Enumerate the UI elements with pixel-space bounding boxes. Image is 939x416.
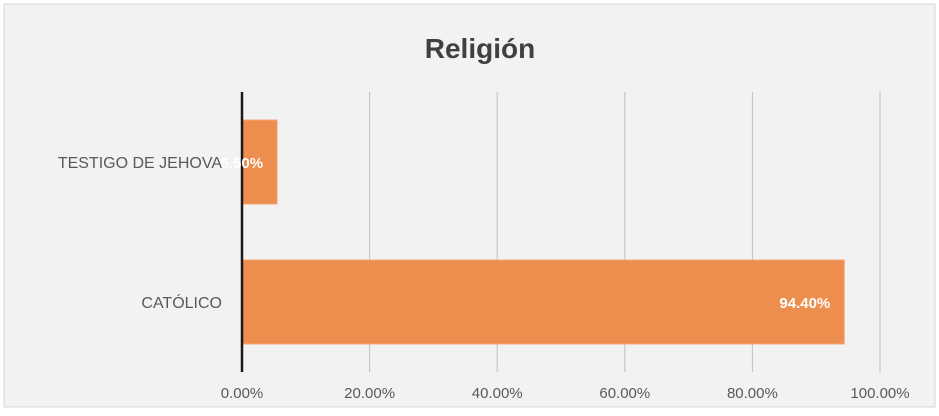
x-tick-label: 80.00%	[727, 385, 778, 402]
chart-title: Religión	[425, 33, 535, 64]
x-tick-label: 60.00%	[599, 385, 650, 402]
bar	[242, 260, 844, 344]
category-label: CATÓLICO	[141, 293, 222, 312]
data-label: 94.40%	[779, 295, 830, 312]
chart-background	[4, 4, 935, 407]
data-label: 5.50%	[221, 155, 264, 172]
x-tick-label: 40.00%	[472, 385, 523, 402]
x-tick-label: 100.00%	[850, 385, 909, 402]
x-tick-label: 20.00%	[344, 385, 395, 402]
x-tick-label: 0.00%	[221, 385, 264, 402]
category-label: TESTIGO DE JEHOVA	[58, 155, 223, 172]
